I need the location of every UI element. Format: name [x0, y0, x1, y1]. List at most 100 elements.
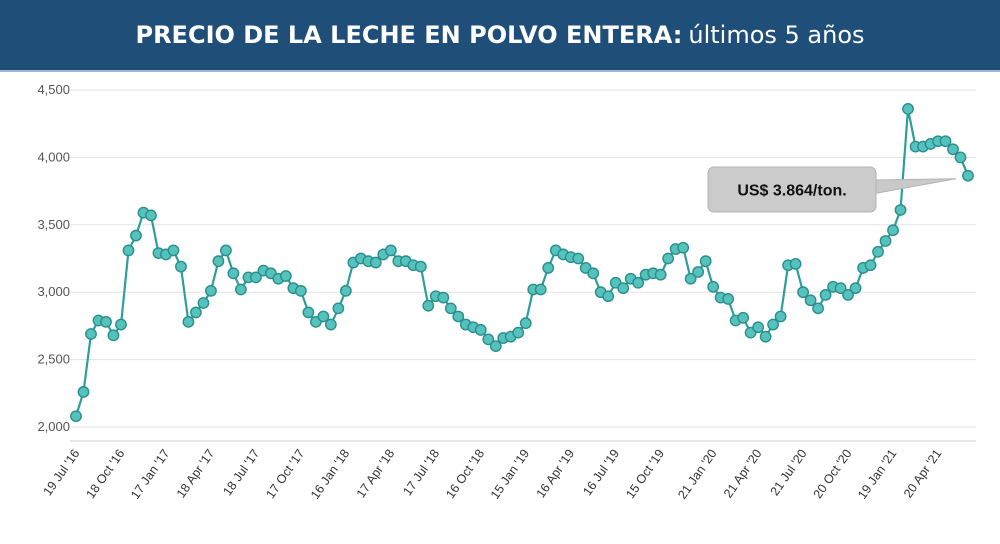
- x-tick-label: 21 Jul '20: [768, 447, 810, 499]
- data-point: [692, 266, 705, 278]
- data-point: [519, 317, 532, 330]
- data-point: [317, 310, 330, 323]
- line-chart: 2,000 2,500 3,000 3,500 4,000 4,500 19 Jul '16…: [37, 82, 976, 502]
- data-point: [85, 328, 97, 340]
- data-point: [452, 310, 465, 323]
- data-point: [444, 302, 457, 315]
- data-point: [324, 318, 337, 331]
- data-point: [70, 410, 82, 423]
- data-point: [100, 315, 112, 328]
- data-point: [542, 262, 555, 274]
- callout-box: [707, 166, 877, 213]
- x-tick-label: 20 Oct '20: [811, 447, 855, 501]
- header-divider: [0, 70, 1000, 72]
- data-point: [197, 297, 210, 309]
- data-point: [205, 284, 217, 297]
- data-point: [414, 260, 427, 273]
- data-point: [235, 283, 247, 296]
- data-point: [339, 284, 352, 297]
- data-point: [774, 310, 787, 323]
- data-point: [812, 302, 824, 315]
- data-point: [684, 272, 697, 285]
- y-tick-label: 4,500: [37, 82, 70, 97]
- x-tick-label: 21 Jan '20: [675, 447, 719, 502]
- data-point: [849, 282, 862, 295]
- x-tick-label: 15 Jan '19: [488, 447, 532, 502]
- data-point: [962, 169, 974, 182]
- data-point: [145, 209, 157, 222]
- data-point: [662, 252, 675, 265]
- data-point: [819, 288, 832, 301]
- data-point: [437, 291, 450, 304]
- data-point: [894, 204, 907, 216]
- data-point: [902, 102, 914, 115]
- data-point: [632, 276, 645, 289]
- data-point: [369, 256, 382, 269]
- data-point: [107, 329, 120, 342]
- data-point: [572, 252, 585, 265]
- data-point: [422, 299, 435, 312]
- data-point: [190, 306, 202, 319]
- data-point: [939, 135, 952, 148]
- data-point: [227, 267, 240, 280]
- data-point: [130, 229, 142, 242]
- x-tick-label: 17 Apr '18: [354, 447, 398, 501]
- x-tick-label: 17 Jul '18: [400, 447, 442, 499]
- data-point: [489, 340, 502, 353]
- data-point: [220, 244, 232, 257]
- data-point: [512, 326, 525, 339]
- data-point: [115, 318, 127, 331]
- data-point: [737, 311, 750, 324]
- data-point: [384, 244, 397, 257]
- data-point: [707, 280, 720, 293]
- data-point: [834, 282, 847, 295]
- x-tick-label: 16 Apr '19: [534, 447, 578, 501]
- x-tick-label: 16 Oct '18: [443, 447, 487, 501]
- data-point: [789, 257, 802, 270]
- data-point: [175, 260, 187, 273]
- chart-subtitle: últimos 5 años: [688, 21, 865, 49]
- x-tick-label: 20 Apr '21: [901, 447, 945, 501]
- chart-title: PRECIO DE LA LECHE EN POLVO ENTERA:: [135, 21, 683, 49]
- data-point: [677, 241, 690, 254]
- data-point: [77, 386, 90, 398]
- data-point: [332, 302, 345, 315]
- data-point: [842, 288, 854, 301]
- data-point: [767, 318, 780, 331]
- data-point: [587, 267, 600, 280]
- data-point: [797, 286, 809, 299]
- data-point: [167, 244, 180, 257]
- data-point: [482, 333, 495, 346]
- data-point: [302, 306, 315, 319]
- data-point: [722, 293, 735, 305]
- data-point: [122, 244, 135, 257]
- x-tick-label: 18 Oct '16: [84, 447, 128, 501]
- x-tick-label: 18 Jul '17: [220, 447, 262, 499]
- x-tick-label: 16 Jul '19: [580, 447, 622, 499]
- data-point: [654, 268, 667, 281]
- data-point: [617, 282, 630, 295]
- data-point: [804, 294, 817, 307]
- data-point: [864, 259, 877, 272]
- x-tick-label: 15 Oct '19: [623, 447, 667, 501]
- data-point: [212, 255, 225, 268]
- x-tick-label: 16 Jan '18: [308, 447, 352, 502]
- x-tick-label: 19 Jan '21: [855, 447, 899, 502]
- data-point: [759, 330, 772, 343]
- x-tick-label: 18 Apr '17: [174, 447, 218, 501]
- data-point: [182, 315, 195, 328]
- x-tick-label: 17 Oct '17: [263, 447, 307, 501]
- data-point: [954, 151, 967, 164]
- y-tick-label: 3,000: [37, 284, 70, 299]
- x-tick-label: 17 Jan '17: [128, 447, 172, 502]
- y-tick-label: 3,500: [37, 217, 70, 232]
- x-tick-label: 19 Jul '16: [41, 447, 83, 499]
- data-point: [474, 324, 487, 336]
- chart-header: PRECIO DE LA LECHE EN POLVO ENTERA: últi…: [0, 0, 1000, 70]
- data-point: [294, 284, 307, 297]
- callout-label: US$ 3.864/ton.: [737, 183, 846, 200]
- data-point: [947, 143, 959, 156]
- callout-pointer: [871, 178, 957, 195]
- x-tick-label: 21 Apr '20: [721, 447, 765, 501]
- y-tick-label: 2,500: [37, 352, 70, 367]
